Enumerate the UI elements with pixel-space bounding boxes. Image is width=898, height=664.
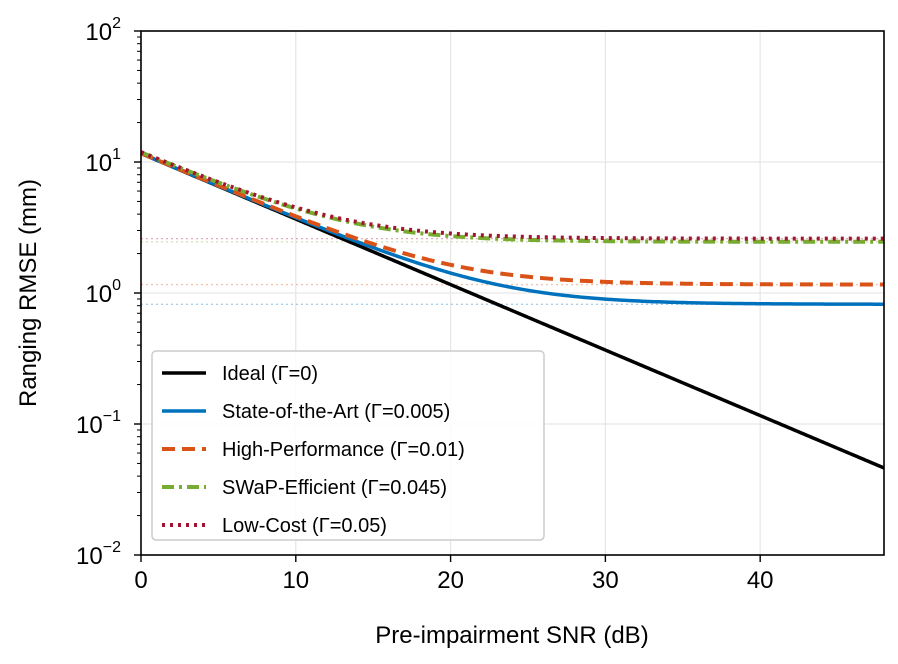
x-tick-label: 20 bbox=[437, 567, 464, 594]
x-tick-label: 10 bbox=[282, 567, 309, 594]
x-tick-labels: 0 10 20 30 40 bbox=[134, 567, 773, 594]
x-axis-label: Pre-impairment SNR (dB) bbox=[375, 622, 648, 649]
y-tick-label: 10−1 bbox=[76, 408, 121, 439]
x-tick-label: 0 bbox=[134, 567, 147, 594]
legend-label: State-of-the-Art (Γ=0.005) bbox=[222, 401, 450, 423]
y-axis-label: Ranging RMSE (mm) bbox=[15, 179, 42, 407]
legend-box bbox=[151, 350, 545, 541]
y-tick-label: 101 bbox=[85, 146, 121, 177]
y-tick-label: 100 bbox=[85, 277, 121, 308]
series-line bbox=[140, 150, 884, 244]
series-lines bbox=[140, 150, 885, 470]
x-tick-label: 40 bbox=[747, 567, 774, 594]
series-line bbox=[140, 151, 884, 306]
legend-label: High-Performance (Γ=0.01) bbox=[222, 439, 465, 461]
y-tick-labels: 10−2 10−1 100 101 102 bbox=[76, 15, 121, 570]
legend-label: Ideal (Γ=0) bbox=[222, 363, 318, 385]
x-tick-label: 30 bbox=[592, 567, 619, 594]
legend-label: SWaP-Efficient (Γ=0.045) bbox=[222, 477, 447, 499]
legend-label: Low-Cost (Γ=0.05) bbox=[222, 515, 387, 537]
y-tick-label: 102 bbox=[85, 15, 121, 46]
series-line bbox=[140, 151, 884, 287]
y-tick-label: 10−2 bbox=[76, 539, 121, 570]
legend: Ideal (Γ=0) State-of-the-Art (Γ=0.005) Hig… bbox=[151, 350, 545, 541]
axis-ticks bbox=[134, 30, 761, 562]
